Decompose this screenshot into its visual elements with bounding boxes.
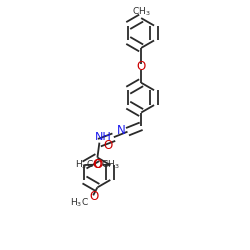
Text: O: O bbox=[136, 60, 146, 73]
Text: CH$_3$: CH$_3$ bbox=[132, 6, 150, 18]
Text: H$_3$C: H$_3$C bbox=[75, 158, 94, 170]
Text: CH$_3$: CH$_3$ bbox=[101, 158, 120, 170]
Text: NH: NH bbox=[95, 132, 112, 142]
Text: O: O bbox=[104, 139, 113, 152]
Text: O: O bbox=[93, 158, 102, 171]
Text: H$_3$C: H$_3$C bbox=[70, 196, 89, 209]
Text: N: N bbox=[117, 124, 126, 137]
Text: O: O bbox=[89, 190, 98, 203]
Text: O: O bbox=[92, 158, 102, 171]
